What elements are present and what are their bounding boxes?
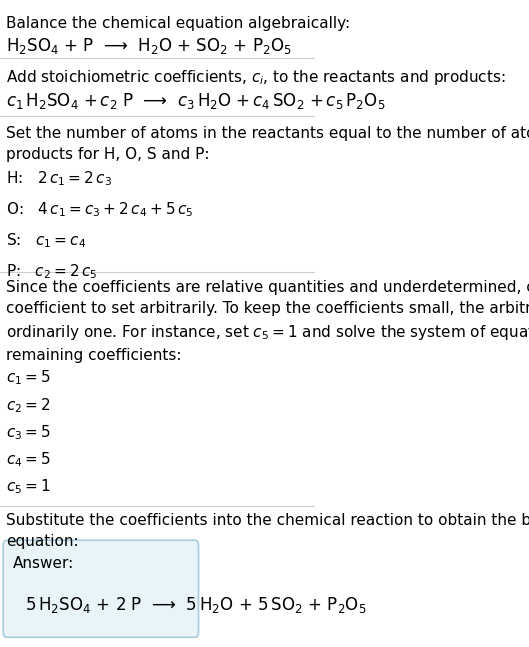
Text: $5\,\mathregular{H_2SO_4}$ + 2 P  ⟶  $5\,\mathregular{H_2O}$ + $5\,\mathregular{: $5\,\mathregular{H_2SO_4}$ + 2 P ⟶ $5\,\… — [25, 595, 367, 615]
Text: $c_4 = 5$: $c_4 = 5$ — [6, 450, 51, 469]
Text: Add stoichiometric coefficients, $c_i$, to the reactants and products:: Add stoichiometric coefficients, $c_i$, … — [6, 68, 506, 87]
Text: Balance the chemical equation algebraically:: Balance the chemical equation algebraica… — [6, 16, 350, 31]
Text: $c_2 = 2$: $c_2 = 2$ — [6, 396, 51, 415]
Text: $c_1 = 5$: $c_1 = 5$ — [6, 369, 51, 388]
Text: Set the number of atoms in the reactants equal to the number of atoms in the
pro: Set the number of atoms in the reactants… — [6, 126, 529, 162]
Text: Substitute the coefficients into the chemical reaction to obtain the balanced
eq: Substitute the coefficients into the che… — [6, 513, 529, 549]
Text: $c_1\,\mathregular{H_2SO_4}$ $+\,c_2$ P  ⟶  $c_3\,\mathregular{H_2O}$ $+\,c_4\,$: $c_1\,\mathregular{H_2SO_4}$ $+\,c_2$ P … — [6, 91, 386, 111]
Text: Answer:: Answer: — [13, 556, 74, 571]
Text: $c_5 = 1$: $c_5 = 1$ — [6, 477, 51, 496]
Text: H:   $2\,c_1 = 2\,c_3$: H: $2\,c_1 = 2\,c_3$ — [6, 170, 113, 188]
Text: $c_3 = 5$: $c_3 = 5$ — [6, 423, 51, 442]
Text: O:   $4\,c_1 = c_3 + 2\,c_4 + 5\,c_5$: O: $4\,c_1 = c_3 + 2\,c_4 + 5\,c_5$ — [6, 201, 194, 219]
Text: S:   $c_1 = c_4$: S: $c_1 = c_4$ — [6, 232, 87, 250]
FancyBboxPatch shape — [3, 540, 198, 637]
Text: Since the coefficients are relative quantities and underdetermined, choose a
coe: Since the coefficients are relative quan… — [6, 280, 529, 363]
Text: P:   $c_2 = 2\,c_5$: P: $c_2 = 2\,c_5$ — [6, 263, 98, 281]
Text: $\mathregular{H_2SO_4}$ + P  ⟶  $\mathregular{H_2O}$ + $\mathregular{SO_2}$ + $\: $\mathregular{H_2SO_4}$ + P ⟶ $\mathregu… — [6, 36, 292, 56]
